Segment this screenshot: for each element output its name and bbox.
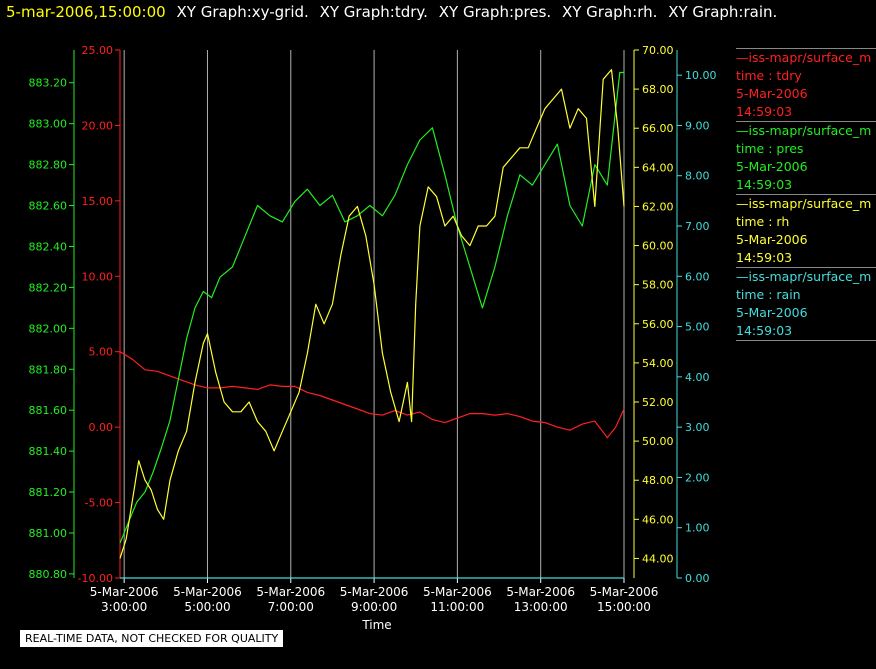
x-tick-label-date: 5-Mar-2006	[340, 585, 409, 599]
tdry-tick-label: 0.00	[89, 421, 114, 434]
rh-tick-label: 48.00	[642, 474, 674, 487]
pres-tick-label: 881.40	[29, 445, 68, 458]
legend-time-pres: 14:59:03	[736, 177, 793, 192]
legend-var-pres: time : pres	[736, 141, 804, 156]
tdry-tick-label: -5.00	[85, 497, 113, 510]
pres-tick-label: 881.20	[29, 486, 68, 499]
graph-title-1: XY Graph:xy-grid.	[176, 3, 309, 21]
legend-date-rain: 5-Mar-2006	[736, 305, 808, 320]
rain-tick-label: 3.00	[685, 421, 710, 434]
pres-tick-label: 882.00	[29, 322, 68, 335]
rain-tick-label: 1.00	[685, 522, 710, 535]
rh-tick-label: 52.00	[642, 396, 674, 409]
series-line-pres	[119, 71, 624, 544]
rh-tick-label: 58.00	[642, 279, 674, 292]
rh-tick-label: 60.00	[642, 240, 674, 253]
pres-tick-label: 882.20	[29, 281, 68, 294]
timestamp: 5-mar-2006,15:00:00	[6, 3, 166, 21]
tdry-tick-label: 10.00	[82, 270, 114, 283]
tdry-tick-label: 15.00	[82, 195, 114, 208]
tdry-tick-label: 25.00	[82, 44, 114, 57]
rain-tick-label: 0.00	[685, 572, 710, 585]
graph-title-5: XY Graph:rain.	[668, 3, 778, 21]
rh-tick-label: 62.00	[642, 200, 674, 213]
x-tick-label-time: 11:00:00	[430, 600, 484, 614]
rain-tick-label: 8.00	[685, 170, 710, 183]
pres-tick-label: 882.80	[29, 159, 68, 172]
series-line-tdry	[119, 351, 625, 439]
header-bar: 5-mar-2006,15:00:00 XY Graph:xy-grid. XY…	[6, 3, 777, 21]
rh-tick-label: 44.00	[642, 552, 674, 565]
legend-time-tdry: 14:59:03	[736, 104, 793, 119]
graph-title-2: XY Graph:tdry.	[319, 3, 428, 21]
x-tick-label-date: 5-Mar-2006	[423, 585, 492, 599]
pres-tick-label: 881.60	[29, 404, 68, 417]
x-tick-label-date: 5-Mar-2006	[590, 585, 659, 599]
legend-date-pres: 5-Mar-2006	[736, 159, 808, 174]
rain-tick-label: 7.00	[685, 220, 710, 233]
pres-tick-label: 881.80	[29, 363, 68, 376]
graph-title-3: XY Graph:pres.	[438, 3, 552, 21]
pres-tick-label: 883.00	[29, 118, 68, 131]
graph-title-4: XY Graph:rh.	[561, 3, 658, 21]
rh-tick-label: 70.00	[642, 44, 674, 57]
x-tick-label-date: 5-Mar-2006	[173, 585, 242, 599]
legend-entry-tdry: —iss-mapr/surface_m time : tdry 5-Mar-20…	[736, 48, 876, 121]
legend: —iss-mapr/surface_m time : tdry 5-Mar-20…	[736, 48, 876, 341]
rh-tick-label: 68.00	[642, 83, 674, 96]
legend-date-tdry: 5-Mar-2006	[736, 86, 808, 101]
pres-tick-label: 883.20	[29, 77, 68, 90]
pres-tick-label: 882.60	[29, 200, 68, 213]
legend-line-pres: —iss-mapr/surface_m	[736, 123, 872, 138]
pres-tick-label: 882.40	[29, 240, 68, 253]
tdry-tick-label: 20.00	[82, 119, 114, 132]
x-axis-label: Time	[361, 618, 391, 632]
legend-line-rain: —iss-mapr/surface_m	[736, 269, 872, 284]
series-line-rh	[119, 68, 625, 559]
x-tick-label-date: 5-Mar-2006	[90, 585, 159, 599]
quality-note: REAL-TIME DATA, NOT CHECKED FOR QUALITY	[20, 630, 284, 647]
legend-time-rh: 14:59:03	[736, 250, 793, 265]
legend-var-tdry: time : tdry	[736, 68, 802, 83]
legend-entry-rh: —iss-mapr/surface_m time : rh 5-Mar-2006…	[736, 194, 876, 267]
x-tick-label-time: 5:00:00	[184, 600, 230, 614]
pres-tick-label: 881.00	[29, 527, 68, 540]
rain-tick-label: 5.00	[685, 321, 710, 334]
rh-tick-label: 46.00	[642, 513, 674, 526]
rain-tick-label: 10.00	[685, 69, 717, 82]
x-tick-label-date: 5-Mar-2006	[256, 585, 325, 599]
rain-tick-label: 9.00	[685, 119, 710, 132]
legend-var-rain: time : rain	[736, 287, 801, 302]
x-tick-label-time: 13:00:00	[514, 600, 568, 614]
legend-time-rain: 14:59:03	[736, 323, 793, 338]
x-tick-label-time: 7:00:00	[268, 600, 314, 614]
rh-tick-label: 54.00	[642, 357, 674, 370]
x-tick-label-date: 5-Mar-2006	[506, 585, 575, 599]
rh-tick-label: 56.00	[642, 318, 674, 331]
tdry-tick-label: 5.00	[89, 346, 114, 359]
rain-tick-label: 6.00	[685, 270, 710, 283]
legend-line-tdry: —iss-mapr/surface_m	[736, 50, 872, 65]
legend-entry-rain: —iss-mapr/surface_m time : rain 5-Mar-20…	[736, 267, 876, 341]
legend-entry-pres: —iss-mapr/surface_m time : pres 5-Mar-20…	[736, 121, 876, 194]
legend-var-rh: time : rh	[736, 214, 790, 229]
rain-tick-label: 4.00	[685, 371, 710, 384]
rain-tick-label: 2.00	[685, 471, 710, 484]
tdry-tick-label: -10.00	[78, 572, 113, 585]
x-tick-label-time: 15:00:00	[597, 600, 651, 614]
x-tick-label-time: 9:00:00	[351, 600, 397, 614]
rh-tick-label: 66.00	[642, 122, 674, 135]
rh-tick-label: 64.00	[642, 161, 674, 174]
rh-tick-label: 50.00	[642, 435, 674, 448]
legend-line-rh: —iss-mapr/surface_m	[736, 196, 872, 211]
legend-date-rh: 5-Mar-2006	[736, 232, 808, 247]
pres-tick-label: 880.80	[29, 568, 68, 581]
x-tick-label-time: 3:00:00	[101, 600, 147, 614]
